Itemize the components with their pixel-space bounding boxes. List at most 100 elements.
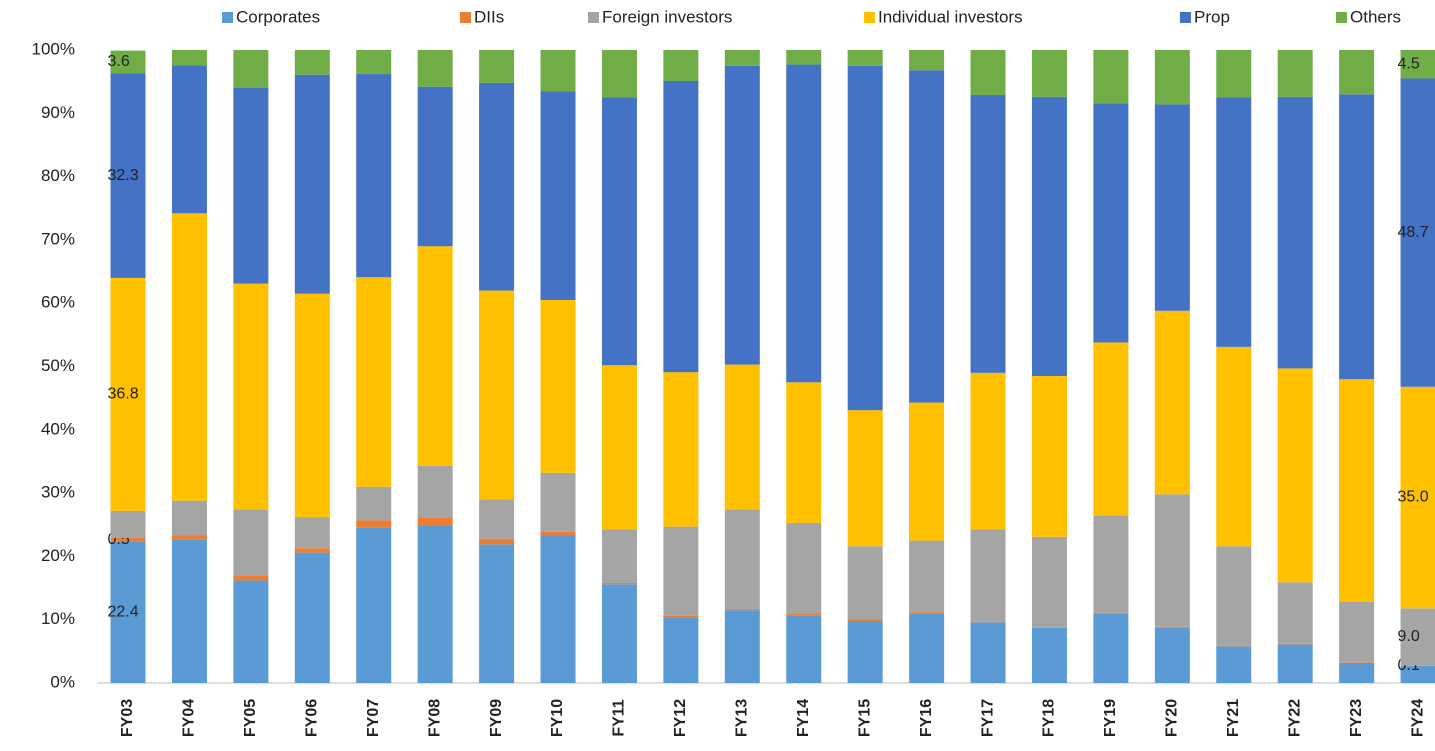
bar-segment xyxy=(1277,582,1313,644)
bar-segment xyxy=(601,584,637,683)
bar-segment xyxy=(601,529,637,583)
bar-segment xyxy=(970,50,1006,95)
bar-segment xyxy=(1093,515,1129,613)
bar-segment xyxy=(847,620,883,683)
x-tick-label: FY15 xyxy=(856,699,873,737)
bar-segment xyxy=(786,615,822,683)
bar-segment xyxy=(1400,50,1435,79)
bar-segment xyxy=(601,50,637,98)
y-tick-label: 80% xyxy=(41,166,75,185)
x-tick-label: FY18 xyxy=(1041,699,1058,737)
bar-segment xyxy=(356,74,392,278)
legend-label: Others xyxy=(1350,7,1401,26)
bar-segment xyxy=(233,50,269,88)
data-label: 4.5 xyxy=(1398,55,1420,72)
bar-segment xyxy=(1400,608,1435,666)
y-tick-label: 0% xyxy=(50,672,75,691)
x-tick-label: FY20 xyxy=(1164,699,1181,737)
bar-segment xyxy=(909,70,945,403)
bar-segment xyxy=(1031,627,1067,683)
bar-segment xyxy=(294,74,330,294)
bar-segment xyxy=(1339,662,1375,663)
bar-segment xyxy=(540,300,576,473)
bar-segment xyxy=(847,50,883,66)
x-tick-label: FY23 xyxy=(1348,699,1365,737)
x-tick-label: FY12 xyxy=(672,699,689,737)
legend-label: Prop xyxy=(1194,7,1230,26)
bar-segment xyxy=(786,50,822,65)
bar-segment xyxy=(540,91,576,301)
bar-segment xyxy=(110,510,146,539)
bar-segment xyxy=(540,535,576,683)
bar-segment xyxy=(663,372,699,527)
bar-segment xyxy=(970,372,1006,530)
x-tick-label: FY17 xyxy=(979,699,996,737)
bar-segment xyxy=(1154,310,1190,495)
bar-segment xyxy=(171,213,207,501)
bar-segment xyxy=(110,50,146,74)
bar-segment xyxy=(601,582,637,585)
legend-label: Foreign investors xyxy=(602,7,732,26)
x-tick-label: FY05 xyxy=(242,699,259,737)
bar-segment xyxy=(294,517,330,549)
bar-segment xyxy=(356,486,392,521)
bar-segment xyxy=(1277,643,1313,645)
bar-segment xyxy=(479,499,515,539)
bar-segment xyxy=(724,608,760,611)
bar-segment xyxy=(786,64,822,383)
bar-segment xyxy=(356,50,392,75)
bar-segment xyxy=(601,365,637,530)
y-tick-label: 20% xyxy=(41,546,75,565)
bar-segment xyxy=(171,500,207,536)
bar-segment xyxy=(1339,50,1375,95)
bar-segment xyxy=(540,50,576,92)
bar-segment xyxy=(1093,50,1129,104)
y-tick-label: 30% xyxy=(41,483,75,502)
x-tick-label: FY11 xyxy=(611,699,628,736)
bar-segment xyxy=(540,531,576,536)
bar-segment xyxy=(294,293,330,518)
bar-segment xyxy=(724,50,760,66)
x-tick-label: FY08 xyxy=(426,699,443,737)
bar-segment xyxy=(110,538,146,542)
bar-segment xyxy=(356,527,392,683)
x-tick-label: FY19 xyxy=(1102,699,1119,737)
bar-segment xyxy=(1277,96,1313,369)
bar-segment xyxy=(1400,665,1435,666)
bar-segment xyxy=(847,546,883,620)
bar-segment xyxy=(233,509,269,576)
bar-segment xyxy=(479,290,515,500)
bar-segment xyxy=(663,50,699,82)
bar-segment xyxy=(1216,645,1252,647)
bar-segment xyxy=(724,364,760,510)
bar-segment xyxy=(479,50,515,83)
x-tick-label: FY10 xyxy=(549,699,566,737)
x-tick-label: FY16 xyxy=(918,699,935,737)
bar-segment xyxy=(970,529,1006,622)
bar-segment xyxy=(1339,94,1375,380)
bar-segment xyxy=(1093,613,1129,683)
bar-segment xyxy=(1339,662,1375,683)
bar-segment xyxy=(663,615,699,618)
bar-segment xyxy=(540,472,576,532)
bar-segment xyxy=(847,410,883,547)
data-label: 48.7 xyxy=(1398,224,1429,241)
bar-segment xyxy=(1277,368,1313,583)
bar-segment xyxy=(724,610,760,683)
bar-segment xyxy=(1031,627,1067,628)
bar-segment xyxy=(847,65,883,411)
x-tick-label: FY24 xyxy=(1409,699,1426,737)
bar-segment xyxy=(724,65,760,365)
bar-segment xyxy=(1216,50,1252,98)
bar-segment xyxy=(294,548,330,553)
bar-segment xyxy=(417,246,453,466)
y-tick-label: 100% xyxy=(32,39,75,58)
legend-swatch xyxy=(1180,12,1191,23)
bar-segment xyxy=(1093,612,1129,614)
bar-segment xyxy=(417,526,453,683)
bar-segment xyxy=(786,382,822,523)
x-tick-label: FY22 xyxy=(1286,699,1303,737)
data-label: 32.3 xyxy=(108,167,139,184)
bar-segment xyxy=(786,614,822,616)
